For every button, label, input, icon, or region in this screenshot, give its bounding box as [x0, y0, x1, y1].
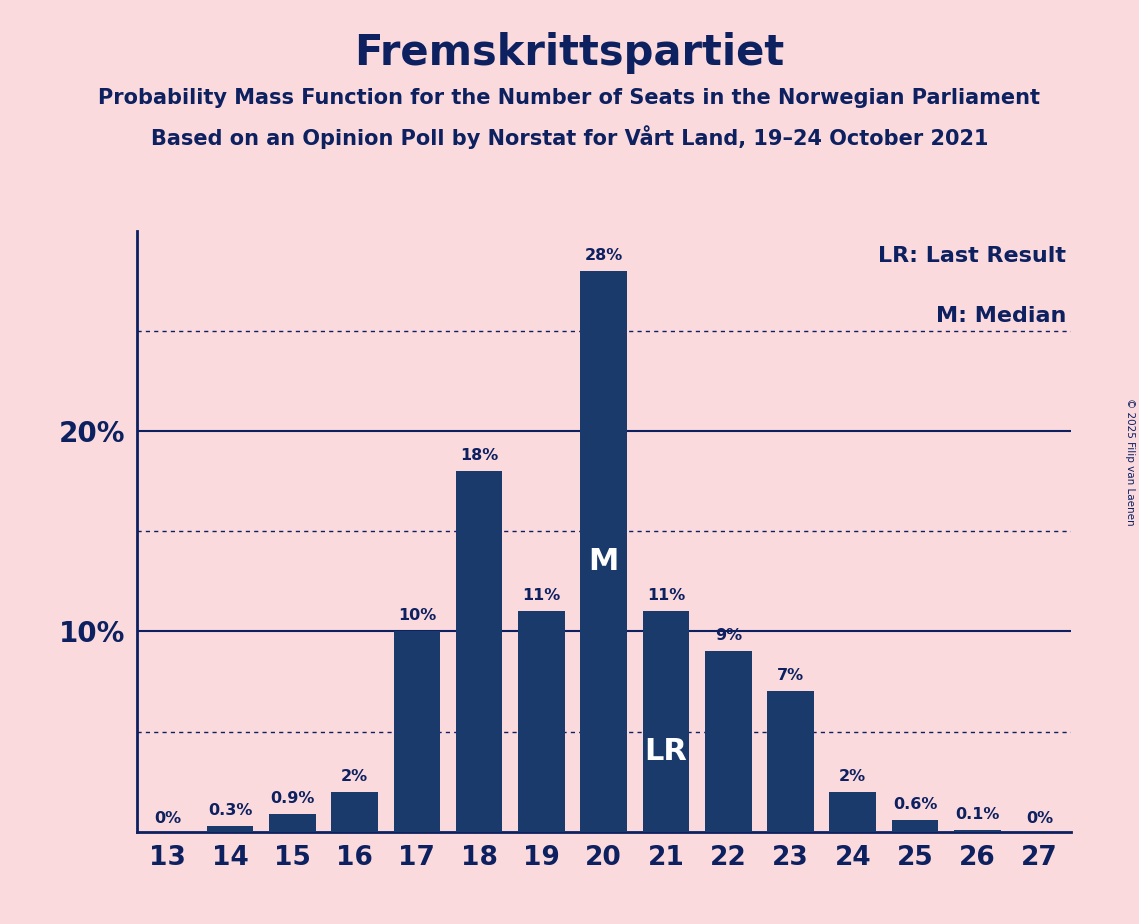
Text: 28%: 28% [584, 248, 623, 263]
Text: 0.1%: 0.1% [956, 807, 999, 821]
Bar [829, 792, 876, 832]
Text: M: Median: M: Median [935, 306, 1066, 326]
Text: 2%: 2% [839, 769, 867, 784]
Text: LR: LR [645, 737, 687, 766]
Bar [393, 631, 440, 832]
Text: 0.9%: 0.9% [270, 791, 314, 806]
Bar [580, 271, 626, 832]
Bar [642, 612, 689, 832]
Bar [206, 826, 253, 832]
Text: M: M [589, 547, 618, 576]
Text: 0%: 0% [154, 810, 181, 826]
Text: 2%: 2% [341, 769, 368, 784]
Text: Fremskrittspartiet: Fremskrittspartiet [354, 32, 785, 74]
Text: 7%: 7% [777, 668, 804, 684]
Text: LR: Last Result: LR: Last Result [878, 246, 1066, 266]
Text: Based on an Opinion Poll by Norstat for Vårt Land, 19–24 October 2021: Based on an Opinion Poll by Norstat for … [150, 125, 989, 149]
Text: Probability Mass Function for the Number of Seats in the Norwegian Parliament: Probability Mass Function for the Number… [98, 88, 1041, 108]
Bar [892, 820, 939, 832]
Text: 0.6%: 0.6% [893, 796, 937, 811]
Bar [331, 792, 378, 832]
Text: 18%: 18% [460, 448, 498, 463]
Text: 11%: 11% [647, 589, 685, 603]
Bar [767, 691, 813, 832]
Bar [953, 830, 1000, 832]
Text: 11%: 11% [523, 589, 560, 603]
Text: 10%: 10% [398, 608, 436, 624]
Bar [269, 813, 316, 832]
Text: © 2025 Filip van Laenen: © 2025 Filip van Laenen [1125, 398, 1134, 526]
Text: 0%: 0% [1026, 810, 1054, 826]
Text: 0.3%: 0.3% [208, 803, 252, 818]
Bar [518, 612, 565, 832]
Text: 9%: 9% [714, 628, 741, 643]
Bar [456, 471, 502, 832]
Bar [705, 651, 752, 832]
